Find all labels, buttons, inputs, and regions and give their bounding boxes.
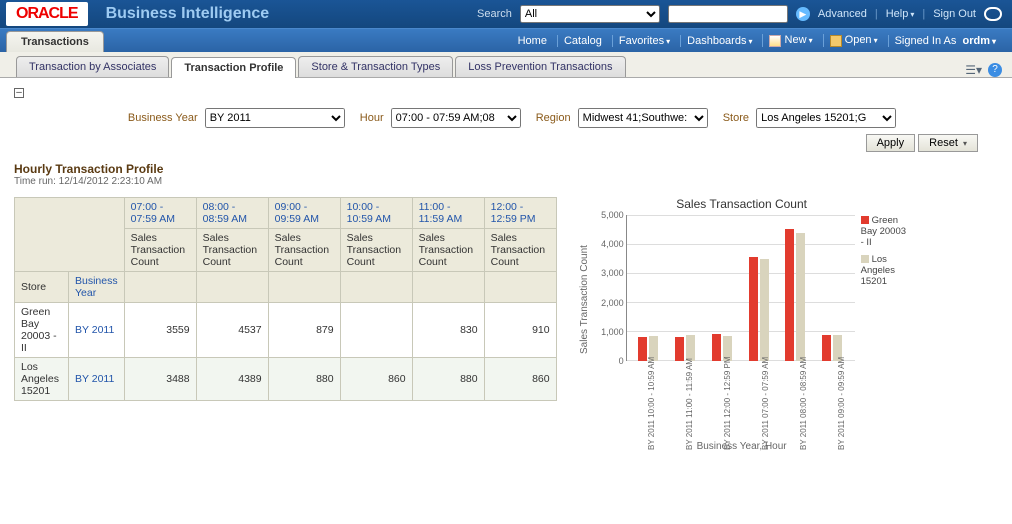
- legend-swatch-1: [861, 216, 869, 224]
- prompt-actions: Apply Reset ▾: [14, 134, 978, 152]
- time-run: Time run: 12/14/2012 2:23:10 AM: [14, 176, 998, 187]
- chart-bars: [626, 215, 855, 361]
- chart-plot: BY 2011 10:00 - 10:59 AMBY 2011 11:00 - …: [592, 215, 855, 385]
- menu-bar: Transactions Home Catalog Favorites▾ Das…: [0, 28, 1012, 52]
- search-scope-select[interactable]: All: [520, 5, 660, 23]
- legend-item-2: Los Angeles 15201: [861, 254, 907, 287]
- header-right: Search All ▶ Advanced | Help▾ | Sign Out: [477, 5, 1012, 23]
- bar-series1: [638, 337, 647, 361]
- pivot-head: 07:00 - 07:59 AM08:00 - 08:59 AM09:00 - …: [15, 198, 557, 303]
- page-tab-transactions[interactable]: Transactions: [6, 31, 104, 52]
- oracle-logo: ORACLE: [6, 2, 88, 26]
- bar-group: [747, 257, 771, 361]
- report-title: Hourly Transaction Profile: [14, 162, 998, 176]
- chart-legend: Green Bay 20003 - II Los Angeles 15201: [855, 215, 907, 385]
- search-go-icon[interactable]: ▶: [796, 7, 810, 21]
- bar-series2: [760, 259, 769, 361]
- chart-x-axis-label: Business Year, Hour: [577, 441, 907, 452]
- tab-loss-prevention[interactable]: Loss Prevention Transactions: [455, 56, 625, 77]
- app-title: Business Intelligence: [106, 5, 270, 23]
- nav-catalog[interactable]: Catalog: [557, 35, 608, 47]
- sel-region[interactable]: Midwest 41;Southwe:: [578, 108, 708, 128]
- bar-series1: [675, 337, 684, 361]
- sel-hour[interactable]: 07:00 - 07:59 AM;08: [391, 108, 521, 128]
- bar-series1: [712, 334, 721, 361]
- collapse-toggle[interactable]: –: [14, 88, 24, 98]
- bar-series1: [785, 229, 794, 361]
- chart: Sales Transaction Count Sales Transactio…: [577, 197, 907, 452]
- nav-dashboards[interactable]: Dashboards▾: [680, 35, 758, 47]
- bar-series2: [796, 233, 805, 361]
- tab-store-transaction-types[interactable]: Store & Transaction Types: [298, 56, 453, 77]
- table-row: Los Angeles 15201BY 20113488438988086088…: [15, 358, 557, 401]
- nav-favorites[interactable]: Favorites▾: [612, 35, 676, 47]
- oracle-ring-icon: [984, 7, 1002, 21]
- pivot-table: 07:00 - 07:59 AM08:00 - 08:59 AM09:00 - …: [14, 197, 557, 401]
- signout-link[interactable]: Sign Out: [933, 8, 976, 20]
- search-input[interactable]: [668, 5, 788, 23]
- help-menu[interactable]: Help▾: [886, 8, 915, 20]
- prompt-bar: Business Year BY 2011 Hour 07:00 - 07:59…: [14, 108, 998, 128]
- apply-button[interactable]: Apply: [866, 134, 916, 152]
- lbl-region: Region: [536, 112, 571, 124]
- tab-transaction-by-associates[interactable]: Transaction by Associates: [16, 56, 169, 77]
- tab-transaction-profile[interactable]: Transaction Profile: [171, 57, 296, 78]
- bar-group: [783, 229, 807, 361]
- bar-series1: [749, 257, 758, 361]
- page-help-icon[interactable]: ?: [988, 63, 1002, 77]
- sub-tab-bar: Transaction by Associates Transaction Pr…: [0, 52, 1012, 78]
- reset-button[interactable]: Reset ▾: [918, 134, 978, 152]
- nav-home[interactable]: Home: [512, 35, 553, 47]
- lbl-business-year: Business Year: [128, 112, 198, 124]
- pivot-body: Green Bay 20003 - IIBY 20113559453787983…: [15, 303, 557, 401]
- sel-store[interactable]: Los Angeles 15201;G: [756, 108, 896, 128]
- signed-in-user[interactable]: ordm▾: [962, 35, 996, 47]
- menu-right: Home Catalog Favorites▾ Dashboards▾ New▾…: [512, 34, 1012, 46]
- new-icon: [769, 35, 781, 47]
- signed-in-as: Signed In As ordm▾: [888, 35, 1002, 47]
- global-header: ORACLE Business Intelligence Search All …: [0, 0, 1012, 28]
- bar-series1: [822, 335, 831, 361]
- sel-business-year[interactable]: BY 2011: [205, 108, 345, 128]
- nav-new[interactable]: New▾: [762, 34, 818, 46]
- chart-y-axis-label: Sales Transaction Count: [577, 215, 592, 385]
- chart-xticks: BY 2011 10:00 - 10:59 AMBY 2011 11:00 - …: [626, 426, 855, 435]
- lbl-hour: Hour: [360, 112, 384, 124]
- legend-item-1: Green Bay 20003 - II: [861, 215, 907, 248]
- content-area: – Business Year BY 2011 Hour 07:00 - 07:…: [0, 78, 1012, 472]
- page-options-icon[interactable]: ☰▾: [965, 63, 982, 77]
- advanced-link[interactable]: Advanced: [818, 8, 867, 20]
- chart-title: Sales Transaction Count: [577, 197, 907, 211]
- table-row: Green Bay 20003 - IIBY 20113559453787983…: [15, 303, 557, 358]
- lbl-store: Store: [723, 112, 749, 124]
- search-label: Search: [477, 8, 512, 20]
- folder-open-icon: [830, 35, 842, 47]
- legend-swatch-2: [861, 255, 869, 263]
- nav-open[interactable]: Open▾: [823, 34, 884, 46]
